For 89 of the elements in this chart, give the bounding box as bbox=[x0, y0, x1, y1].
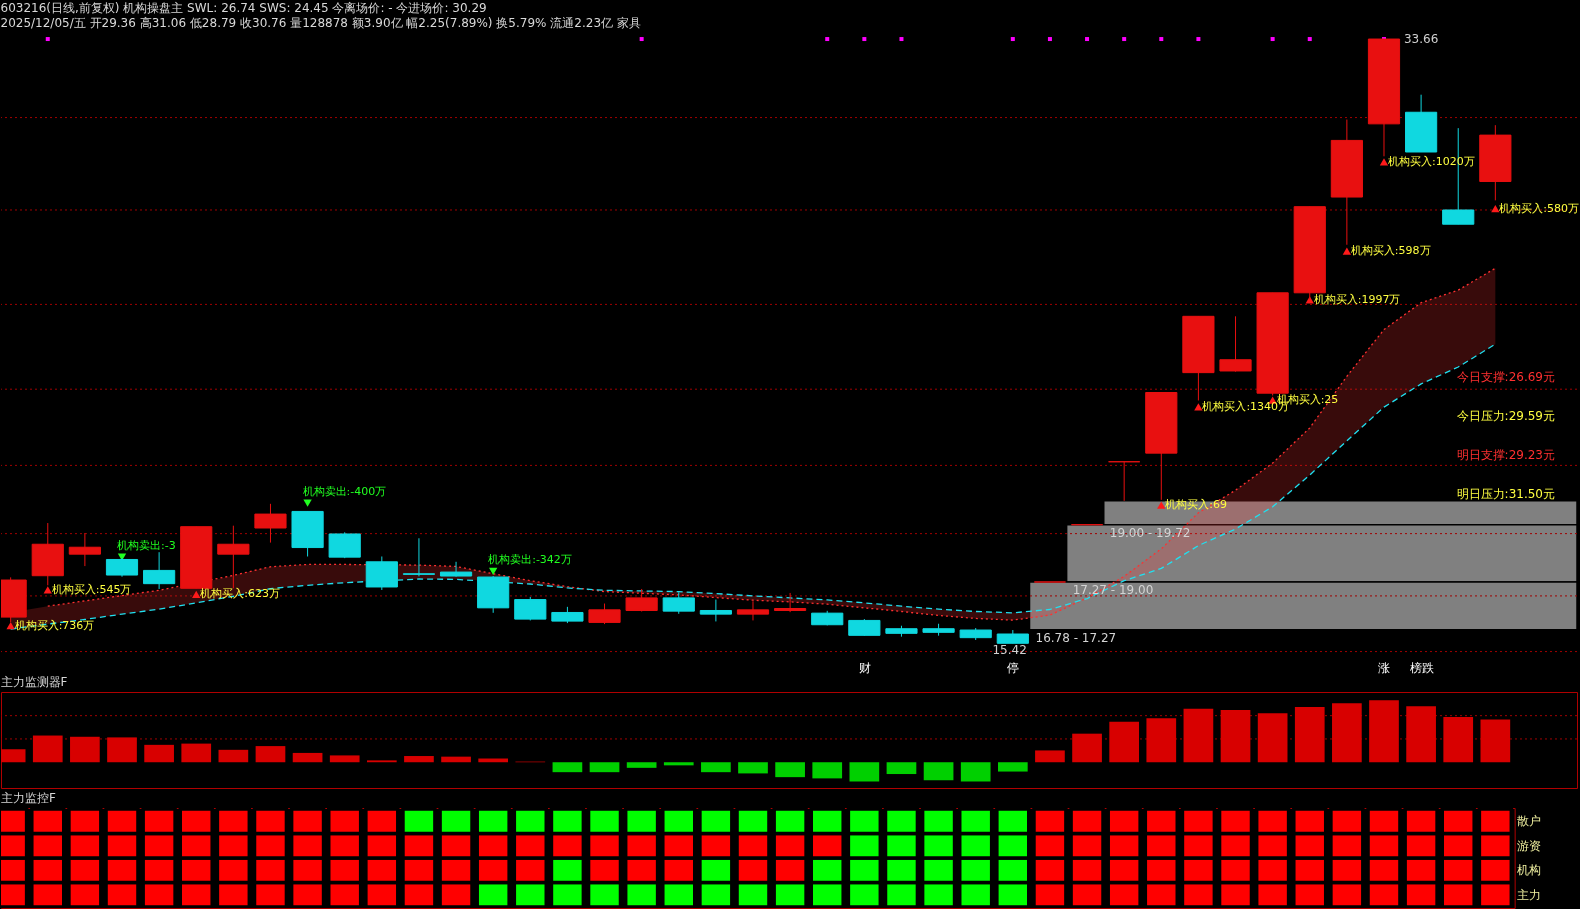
point bbox=[45, 37, 50, 42]
x-tick-label: 榜跌 bbox=[1409, 660, 1434, 675]
bar bbox=[329, 755, 360, 763]
bar bbox=[886, 762, 917, 775]
bar bbox=[1294, 706, 1325, 763]
bar bbox=[1406, 706, 1436, 763]
point bbox=[6, 622, 15, 630]
point bbox=[862, 37, 867, 42]
bar bbox=[1220, 710, 1251, 763]
bar bbox=[1257, 713, 1288, 763]
bar bbox=[32, 735, 63, 763]
point bbox=[1122, 37, 1127, 42]
candlestick bbox=[1108, 461, 1141, 502]
bar bbox=[960, 762, 991, 782]
series-label: 游资 bbox=[1517, 838, 1542, 853]
candlestick bbox=[402, 537, 436, 577]
annotation: 机构买入:580万 bbox=[1499, 201, 1580, 215]
bar bbox=[181, 743, 212, 763]
point bbox=[1047, 37, 1052, 42]
bar bbox=[255, 746, 286, 763]
annotation: 机构卖出:-3 bbox=[117, 539, 176, 553]
annotation: 明日压力:31.50元 bbox=[1456, 486, 1555, 501]
annotation: 明日支撑:29.23元 bbox=[1456, 447, 1555, 462]
x-tick-label: 涨 bbox=[1378, 660, 1391, 675]
bar bbox=[997, 762, 1028, 772]
point bbox=[825, 37, 830, 42]
text: 15.42 bbox=[992, 643, 1027, 658]
bar bbox=[1480, 719, 1511, 763]
candlestick bbox=[439, 561, 473, 578]
band-label: 19.00 - 19.72 bbox=[1109, 525, 1191, 540]
annotation: 机构买入:598万 bbox=[1350, 244, 1431, 258]
bar bbox=[70, 736, 100, 763]
x-tick-label: 财 bbox=[858, 660, 871, 675]
band-label: 16.78 - 17.27 bbox=[1035, 630, 1117, 645]
series-label: 机构 bbox=[1517, 863, 1542, 878]
point bbox=[1085, 37, 1090, 42]
bar bbox=[1072, 733, 1102, 763]
bar bbox=[144, 744, 174, 763]
annotation: 机构买入:69 bbox=[1165, 498, 1227, 512]
bar bbox=[1035, 750, 1065, 763]
bar bbox=[107, 737, 137, 763]
point bbox=[1159, 37, 1164, 42]
point bbox=[1379, 158, 1389, 166]
bar bbox=[292, 752, 323, 763]
annotation: 机构买入:1997万 bbox=[1313, 292, 1401, 306]
annotation: 机构卖出:-400万 bbox=[302, 485, 387, 499]
bar bbox=[404, 756, 434, 763]
bar bbox=[626, 762, 657, 768]
bar bbox=[1109, 721, 1140, 763]
x-tick-label: 停 bbox=[1007, 660, 1020, 675]
point bbox=[1270, 37, 1275, 42]
bar bbox=[812, 762, 843, 779]
bar bbox=[1443, 716, 1474, 763]
series-label: 散户 bbox=[1517, 814, 1542, 829]
bar bbox=[738, 762, 768, 774]
point bbox=[1010, 37, 1015, 42]
chart-subtitle: 2025/12/05/五 开29.36 高31.06 低28.79 收30.76 量128878 额3.90亿 幅2.25(7.89%) 换5.79% 流通2.23亿 家具 bbox=[0, 16, 641, 30]
annotation: 机构卖出:-342万 bbox=[488, 553, 572, 567]
bar bbox=[775, 762, 805, 778]
chart-title: 主力监控F bbox=[1, 791, 56, 805]
bar bbox=[701, 762, 731, 773]
point bbox=[1307, 37, 1312, 42]
bar bbox=[663, 762, 694, 766]
text: 33.66 bbox=[1403, 32, 1439, 47]
point bbox=[488, 567, 498, 576]
band-label: 17.27 - 19.00 bbox=[1072, 583, 1154, 597]
bar bbox=[552, 762, 583, 773]
point bbox=[639, 37, 644, 42]
point bbox=[43, 586, 52, 594]
annotation: 今日压力:29.59元 bbox=[1456, 409, 1555, 424]
chart-title: 603216(日线,前复权) 机构操盘主 SWL: 26.74 SWS: 24.45 今离场价: - 今进场价: 30.29 bbox=[0, 1, 487, 15]
point bbox=[1196, 37, 1201, 42]
bar bbox=[1332, 703, 1362, 763]
bar bbox=[849, 762, 880, 782]
bar bbox=[1369, 700, 1399, 763]
candlestick bbox=[699, 599, 732, 622]
bar bbox=[923, 762, 954, 781]
bar bbox=[1183, 708, 1214, 763]
bar bbox=[218, 749, 249, 763]
point bbox=[1342, 247, 1352, 255]
candlestick bbox=[774, 592, 807, 613]
series-label: 主力 bbox=[1517, 887, 1542, 902]
bar bbox=[441, 756, 471, 763]
annotation: 今日支撑:26.69元 bbox=[1456, 370, 1555, 385]
bar bbox=[589, 762, 620, 773]
point bbox=[899, 37, 904, 42]
chart-title: 主力监测器F bbox=[0, 675, 68, 689]
bar bbox=[1146, 718, 1177, 763]
annotation: 机构买入:545万 bbox=[51, 582, 132, 596]
